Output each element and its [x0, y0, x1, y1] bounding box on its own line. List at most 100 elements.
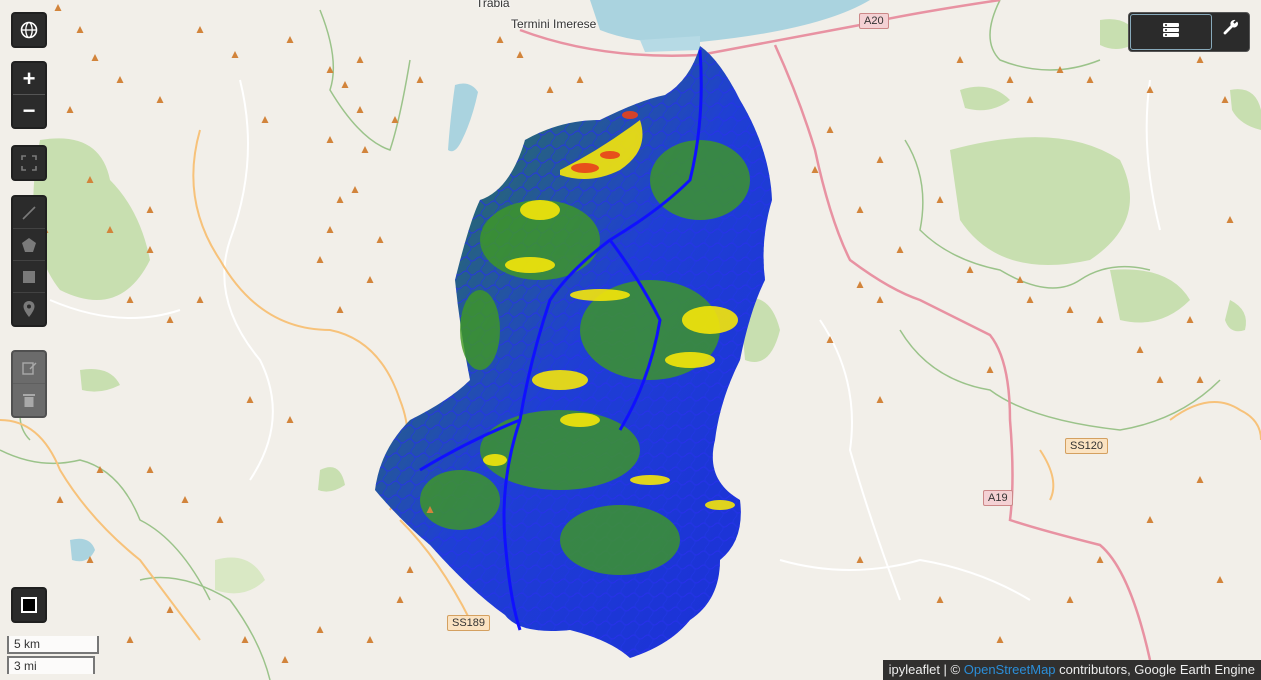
fullscreen-icon[interactable]: [13, 147, 45, 179]
sea-area: [590, 0, 870, 43]
peak-icon: [396, 596, 404, 603]
peak-icon: [146, 206, 154, 213]
wrench-button[interactable]: [1213, 13, 1249, 47]
peak-icon: [1156, 376, 1164, 383]
forest-area: [215, 557, 265, 594]
peak-icon: [1146, 86, 1154, 93]
peak-icon: [1066, 596, 1074, 603]
peak-icon: [876, 156, 884, 163]
peak-icon: [356, 106, 364, 113]
peak-icon: [856, 556, 864, 563]
peak-icon: [826, 336, 834, 343]
peak-icon: [576, 76, 584, 83]
edit-icon[interactable]: [13, 352, 45, 384]
basemap-toggle-icon[interactable]: [13, 589, 45, 621]
peak-icon: [196, 296, 204, 303]
attribution-prefix: ipyleaflet | ©: [888, 662, 961, 677]
peak-icon: [76, 26, 84, 33]
peak-icon: [361, 146, 369, 153]
peak-icon: [876, 396, 884, 403]
peak-icon: [1066, 306, 1074, 313]
peak-icon: [936, 596, 944, 603]
peak-icon: [326, 226, 334, 233]
peak-icon: [166, 606, 174, 613]
peak-icon: [876, 296, 884, 303]
peak-icon: [166, 316, 174, 323]
attribution: ipyleaflet | © OpenStreetMap contributor…: [882, 660, 1261, 680]
zoom-control: + −: [11, 61, 47, 129]
fullscreen-control[interactable]: [11, 145, 47, 181]
peak-icon: [336, 196, 344, 203]
peak-icon: [246, 396, 254, 403]
harbor: [640, 36, 700, 52]
zoom-out-button[interactable]: −: [22, 98, 36, 123]
peak-icon: [326, 66, 334, 73]
peak-markers: [26, 4, 1234, 663]
peak-icon: [366, 636, 374, 643]
peak-icon: [376, 236, 384, 243]
peak-icon: [1006, 76, 1014, 83]
place-label-termini-imerese: Termini Imerese: [511, 17, 597, 31]
peak-icon: [91, 54, 99, 61]
polygon-icon[interactable]: [13, 229, 45, 261]
rectangle-icon[interactable]: [13, 261, 45, 293]
peak-icon: [106, 226, 114, 233]
peak-icon: [281, 656, 289, 663]
peak-icon: [1186, 316, 1194, 323]
peak-icon: [86, 556, 94, 563]
peak-icon: [86, 176, 94, 183]
peak-icon: [216, 516, 224, 523]
peak-icon: [286, 36, 294, 43]
peak-icon: [996, 636, 1004, 643]
peak-icon: [516, 51, 524, 58]
road-label-a19: A19: [983, 490, 1013, 506]
zoom-in-button[interactable]: +: [13, 63, 45, 95]
globe-icon[interactable]: [13, 14, 45, 46]
peak-icon: [496, 36, 504, 43]
peak-icon: [326, 136, 334, 143]
layers-icon: [1162, 22, 1180, 43]
peak-icon: [116, 76, 124, 83]
basemap-toggle-control[interactable]: [11, 587, 47, 623]
lake: [448, 83, 478, 152]
forest-area: [1225, 300, 1246, 332]
peak-icon: [546, 86, 554, 93]
peak-icon: [1096, 316, 1104, 323]
peak-icon: [241, 636, 249, 643]
marker-icon[interactable]: [13, 293, 45, 325]
peak-icon: [1216, 576, 1224, 583]
peak-icon: [1026, 296, 1034, 303]
peak-icon: [1146, 516, 1154, 523]
forest-area: [33, 138, 151, 300]
admin-boundaries: [0, 0, 1221, 680]
peak-icon: [1196, 56, 1204, 63]
layers-button[interactable]: [1130, 14, 1212, 50]
globe-control[interactable]: [11, 12, 47, 48]
peak-icon: [1221, 96, 1229, 103]
peak-icon: [1226, 216, 1234, 223]
peak-icon: [96, 466, 104, 473]
peak-icon: [391, 116, 399, 123]
peak-icon: [316, 256, 324, 263]
motorways: [519, 0, 1152, 661]
minor-roads: [49, 79, 1161, 601]
openstreetmap-link[interactable]: OpenStreetMap: [963, 662, 1056, 677]
peak-icon: [196, 26, 204, 33]
peak-icon: [416, 76, 424, 83]
peak-icon: [1026, 96, 1034, 103]
peak-icon: [126, 636, 134, 643]
place-label-trabia: Trabia: [476, 0, 510, 10]
trash-icon[interactable]: [13, 384, 45, 416]
polyline-icon[interactable]: [13, 197, 45, 229]
peak-icon: [146, 466, 154, 473]
edit-toolbar: [11, 350, 47, 418]
peak-icon: [146, 246, 154, 253]
peak-icon: [826, 126, 834, 133]
road-label-ss120: SS120: [1065, 438, 1109, 454]
scale-imperial: 3 mi: [7, 656, 95, 674]
peak-icon: [286, 416, 294, 423]
peak-icon: [1196, 476, 1204, 483]
peak-icon: [126, 296, 134, 303]
peak-icon: [316, 626, 324, 633]
